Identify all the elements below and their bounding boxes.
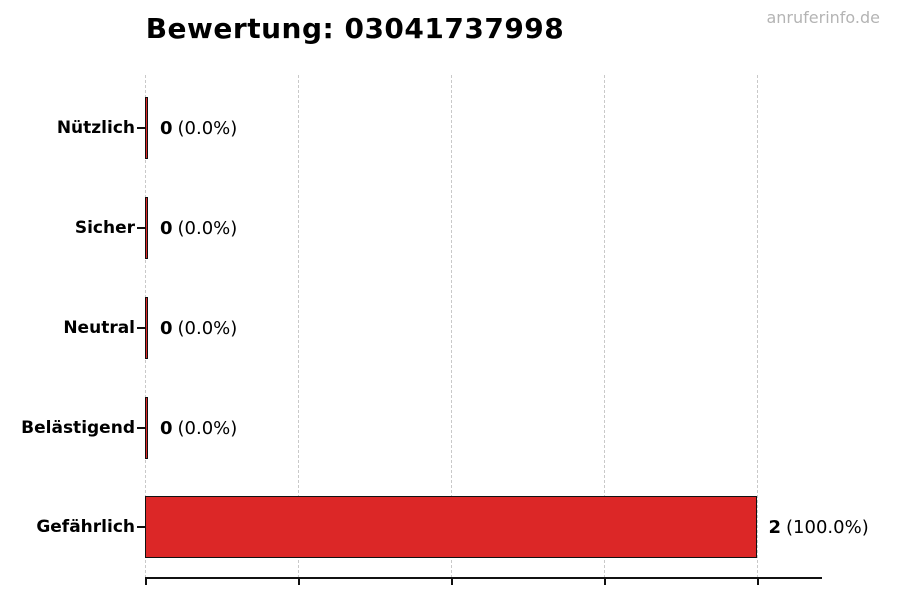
bar-row: 0 (0.0%) [145,178,237,278]
value-label: 0 (0.0%) [160,218,237,239]
category-label-belaestigend: Belästigend [21,418,135,438]
value-label: 0 (0.0%) [160,118,237,139]
x-axis-tick [145,579,147,585]
bar-row: 0 (0.0%) [145,378,237,478]
x-axis-tick [297,579,300,585]
bar-belaestigend [145,397,148,459]
value-count: 0 [160,417,173,439]
bar-row: 2 (100.0%) [145,477,869,577]
watermark-text: anruferinfo.de [766,8,880,27]
chart-title: Bewertung: 03041737998 [145,12,565,45]
plot-area: 0 (0.0%) 0 (0.0%) 0 (0.0%) 0 (0.0%) 2 (100.0%… [145,75,869,578]
value-count: 2 [768,516,782,538]
y-axis-tick [137,526,145,528]
value-count: 0 [160,117,173,139]
value-percent: (0.0%) [177,117,238,139]
gridline [297,75,299,578]
category-label-gefaehrlich: Gefährlich [36,517,135,537]
x-axis-tick [450,579,453,585]
value-percent: (0.0%) [177,217,238,239]
x-axis-tick [603,579,606,585]
bar-gefaehrlich [145,496,757,558]
bar-row: 0 (0.0%) [145,278,237,378]
gridline [603,75,605,578]
value-label: 0 (0.0%) [160,318,237,339]
y-axis-tick [137,127,145,129]
gridline [756,75,758,578]
x-axis-tick [756,579,759,585]
value-count: 0 [160,217,173,239]
y-axis-tick [137,327,145,329]
bar-sicher [145,197,148,259]
x-axis-line [145,577,822,579]
gridline [450,75,452,578]
bar-neutral [145,297,148,359]
value-percent: (0.0%) [177,317,238,339]
category-label-nuetzlich: Nützlich [56,118,135,138]
value-count: 0 [160,317,173,339]
value-label: 0 (0.0%) [160,418,237,439]
value-percent: (0.0%) [177,417,238,439]
category-label-neutral: Neutral [63,318,135,338]
bar-nuetzlich [145,97,148,159]
category-label-sicher: Sicher [74,218,135,238]
bar-row: 0 (0.0%) [145,78,237,178]
y-axis-tick [137,227,145,229]
value-percent: (100.0%) [786,516,869,538]
value-label: 2 (100.0%) [769,517,869,538]
y-axis-tick [137,427,145,429]
